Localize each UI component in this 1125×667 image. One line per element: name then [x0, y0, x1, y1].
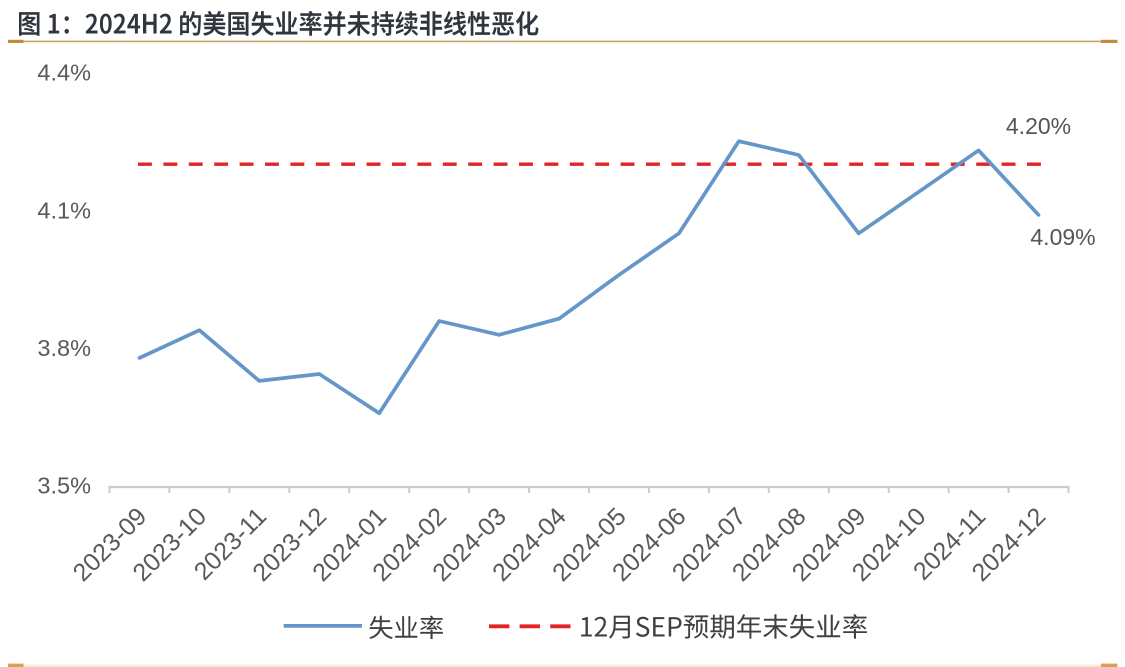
svg-text:4.20%: 4.20%	[1006, 113, 1071, 139]
svg-text:4.4%: 4.4%	[37, 60, 91, 86]
svg-text:4.1%: 4.1%	[37, 197, 91, 223]
svg-text:3.5%: 3.5%	[37, 473, 91, 499]
svg-text:3.8%: 3.8%	[37, 335, 91, 361]
svg-text:4.09%: 4.09%	[1030, 224, 1095, 250]
